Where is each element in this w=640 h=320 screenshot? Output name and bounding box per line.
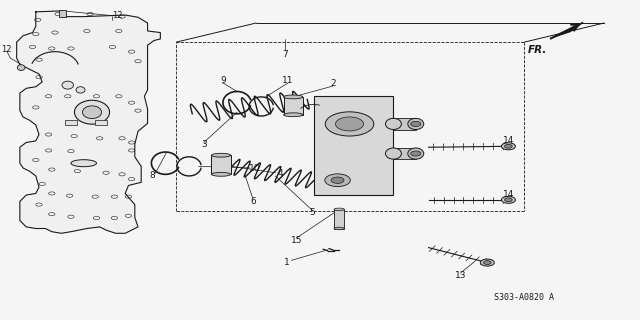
Ellipse shape: [17, 65, 25, 70]
Bar: [284, 97, 303, 115]
Circle shape: [331, 177, 344, 183]
Bar: [314, 96, 394, 195]
Ellipse shape: [71, 160, 97, 167]
Text: 14: 14: [502, 136, 514, 145]
Ellipse shape: [62, 81, 74, 89]
Bar: [334, 209, 344, 228]
Circle shape: [325, 112, 374, 136]
Text: 12: 12: [111, 11, 122, 20]
Circle shape: [335, 117, 364, 131]
Ellipse shape: [385, 118, 401, 130]
Circle shape: [504, 144, 512, 148]
Text: 14: 14: [502, 190, 514, 199]
Text: 6: 6: [250, 197, 256, 206]
Text: 2: 2: [330, 79, 335, 88]
Ellipse shape: [74, 100, 109, 124]
Text: 4: 4: [278, 169, 284, 178]
Circle shape: [480, 259, 494, 266]
Text: 10: 10: [249, 164, 260, 173]
Polygon shape: [17, 11, 161, 233]
Text: S303-A0820 A: S303-A0820 A: [494, 293, 554, 302]
Circle shape: [501, 143, 515, 150]
Text: 13: 13: [455, 271, 467, 280]
Bar: [394, 148, 416, 159]
Circle shape: [411, 121, 421, 126]
Ellipse shape: [385, 148, 401, 159]
Circle shape: [501, 196, 515, 203]
Text: 5: 5: [310, 208, 316, 217]
Circle shape: [411, 151, 421, 156]
Bar: [60, 10, 66, 17]
Bar: [211, 155, 230, 174]
Ellipse shape: [408, 148, 424, 159]
Ellipse shape: [76, 87, 85, 93]
Text: FR.: FR.: [527, 45, 547, 55]
Text: 8: 8: [150, 172, 156, 180]
Bar: [95, 120, 107, 125]
Text: 12: 12: [1, 44, 11, 54]
Text: 7: 7: [282, 50, 288, 59]
Ellipse shape: [408, 118, 424, 130]
Ellipse shape: [83, 106, 102, 119]
Bar: [394, 118, 416, 130]
Text: 15: 15: [291, 236, 302, 245]
Circle shape: [483, 261, 491, 265]
Ellipse shape: [284, 113, 303, 117]
Bar: [65, 120, 77, 125]
Text: 1: 1: [284, 258, 290, 267]
Circle shape: [324, 174, 350, 187]
Ellipse shape: [211, 153, 230, 157]
Ellipse shape: [284, 95, 303, 99]
Text: 11: 11: [282, 76, 294, 85]
Ellipse shape: [334, 208, 344, 211]
Ellipse shape: [334, 227, 344, 230]
Text: 3: 3: [201, 140, 207, 149]
Polygon shape: [554, 22, 583, 37]
Text: 9: 9: [220, 76, 226, 85]
Circle shape: [504, 198, 512, 202]
Ellipse shape: [211, 172, 230, 176]
